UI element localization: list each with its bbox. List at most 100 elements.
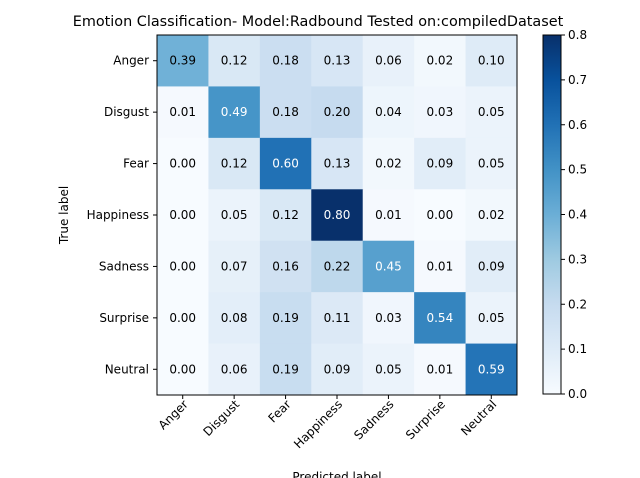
heatmap-cell bbox=[311, 240, 364, 293]
cell-value-label: 0.00 bbox=[426, 208, 453, 222]
y-tick-label: Surprise bbox=[99, 311, 149, 325]
colorbar-tick-label: 0.6 bbox=[568, 118, 587, 132]
x-tick-label: Surprise bbox=[403, 397, 448, 442]
heatmap-cell bbox=[157, 189, 209, 242]
cell-value-label: 0.80 bbox=[324, 208, 351, 222]
x-tick-label: Happiness bbox=[291, 397, 345, 451]
cell-value-label: 0.59 bbox=[478, 362, 505, 376]
heatmap-cell bbox=[465, 240, 518, 293]
cell-value-label: 0.18 bbox=[272, 105, 299, 119]
heatmap-cell bbox=[465, 137, 518, 190]
cell-value-label: 0.02 bbox=[478, 208, 505, 222]
heatmap-cell bbox=[259, 35, 312, 87]
heatmap-cell bbox=[311, 86, 364, 139]
heatmap-cell bbox=[208, 189, 261, 242]
colorbar-ticks: 0.0 0.1 0.2 0.3 0.4 0.5 0.6 0.7 0.8 bbox=[561, 28, 587, 401]
cell-value-label: 0.05 bbox=[478, 311, 505, 325]
heatmap-cell bbox=[362, 86, 415, 139]
heatmap-cell bbox=[414, 343, 467, 396]
heatmap-cell bbox=[259, 343, 312, 396]
cell-value-label: 0.16 bbox=[272, 259, 299, 273]
cell-value-label: 0.02 bbox=[375, 157, 402, 171]
colorbar-tick-label: 0.4 bbox=[568, 208, 587, 222]
heatmap-cell bbox=[157, 35, 209, 87]
cell-value-label: 0.04 bbox=[375, 105, 402, 119]
cell-value-label: 0.01 bbox=[426, 362, 453, 376]
cell-value-label: 0.13 bbox=[324, 157, 351, 171]
heatmap-cell bbox=[362, 292, 415, 345]
heatmap-cell bbox=[259, 189, 312, 242]
heatmap-cell bbox=[311, 292, 364, 345]
heatmap-cell bbox=[414, 35, 467, 87]
cell-value-label: 0.18 bbox=[272, 54, 299, 68]
colorbar-tick-label: 0.5 bbox=[568, 163, 587, 177]
colorbar-tick-label: 0.1 bbox=[568, 342, 587, 356]
heatmap-cell bbox=[157, 137, 209, 190]
heatmap-cell bbox=[259, 137, 312, 190]
heatmap-cell bbox=[157, 343, 209, 396]
cell-value-label: 0.08 bbox=[221, 311, 248, 325]
heatmap-cell bbox=[311, 189, 364, 242]
cell-value-label: 0.22 bbox=[324, 259, 351, 273]
cell-value-label: 0.01 bbox=[426, 259, 453, 273]
cell-value-label: 0.00 bbox=[169, 362, 196, 376]
heatmap-cell bbox=[157, 240, 209, 293]
cell-value-label: 0.01 bbox=[169, 105, 196, 119]
heatmap-cell bbox=[311, 137, 364, 190]
cell-value-label: 0.12 bbox=[221, 54, 248, 68]
heatmap-cell bbox=[465, 343, 518, 396]
heatmap-cell bbox=[259, 292, 312, 345]
x-tick-label: Sadness bbox=[351, 397, 396, 442]
heatmap-cell bbox=[465, 86, 518, 139]
heatmap-cell bbox=[414, 240, 467, 293]
heatmap-cell bbox=[362, 343, 415, 396]
cell-value-label: 0.12 bbox=[221, 157, 248, 171]
heatmap-cell bbox=[208, 137, 261, 190]
cell-value-label: 0.06 bbox=[221, 362, 248, 376]
cell-value-label: 0.05 bbox=[375, 362, 402, 376]
heatmap-cell bbox=[414, 292, 467, 345]
cell-value-label: 0.03 bbox=[375, 311, 402, 325]
x-tick-label: Neutral bbox=[458, 397, 499, 438]
heatmap-cell bbox=[362, 189, 415, 242]
colorbar bbox=[542, 34, 562, 395]
cell-value-label: 0.06 bbox=[375, 54, 402, 68]
cell-value-label: 0.00 bbox=[169, 157, 196, 171]
colorbar-tick-label: 0.2 bbox=[568, 297, 587, 311]
cell-value-label: 0.60 bbox=[272, 157, 299, 171]
x-tick-label: Fear bbox=[265, 397, 293, 425]
chart-title: Emotion Classification- Model:Radbound T… bbox=[73, 14, 564, 30]
y-axis-ticks: Anger Disgust Fear Happiness Sadness Surprise… bbox=[87, 54, 157, 376]
y-tick-label: Sadness bbox=[99, 259, 149, 273]
colorbar-tick-label: 0.7 bbox=[568, 73, 587, 87]
heatmap-cell bbox=[208, 240, 261, 293]
cell-value-label: 0.09 bbox=[324, 362, 351, 376]
y-tick-label: Happiness bbox=[87, 208, 149, 222]
heatmap-cell bbox=[311, 343, 364, 396]
cell-value-label: 0.05 bbox=[478, 157, 505, 171]
colorbar-tick-label: 0.8 bbox=[568, 28, 587, 42]
x-axis-label: Predicted label bbox=[292, 470, 381, 478]
cell-value-label: 0.11 bbox=[324, 311, 351, 325]
cell-value-label: 0.10 bbox=[478, 54, 505, 68]
heatmap-cells: 0.39 0.12 0.18 0.13 0.06 0.02 0.10 0.01 0.49 0.18… bbox=[157, 35, 518, 396]
heatmap-cell bbox=[311, 35, 364, 87]
cell-value-label: 0.03 bbox=[426, 105, 453, 119]
heatmap-cell bbox=[465, 35, 518, 87]
cell-value-label: 0.00 bbox=[169, 311, 196, 325]
heatmap-cell bbox=[362, 240, 415, 293]
heatmap-cell bbox=[465, 189, 518, 242]
heatmap-cell bbox=[208, 292, 261, 345]
heatmap-cell bbox=[208, 343, 261, 396]
cell-value-label: 0.45 bbox=[375, 259, 402, 273]
heatmap-cell bbox=[208, 86, 261, 139]
heatmap-cell bbox=[414, 137, 467, 190]
y-axis-label: True label bbox=[57, 186, 71, 245]
heatmap-cell bbox=[362, 35, 415, 87]
heatmap-cell bbox=[157, 292, 209, 345]
cell-value-label: 0.19 bbox=[272, 362, 299, 376]
cell-value-label: 0.00 bbox=[169, 259, 196, 273]
heatmap-cell bbox=[465, 292, 518, 345]
